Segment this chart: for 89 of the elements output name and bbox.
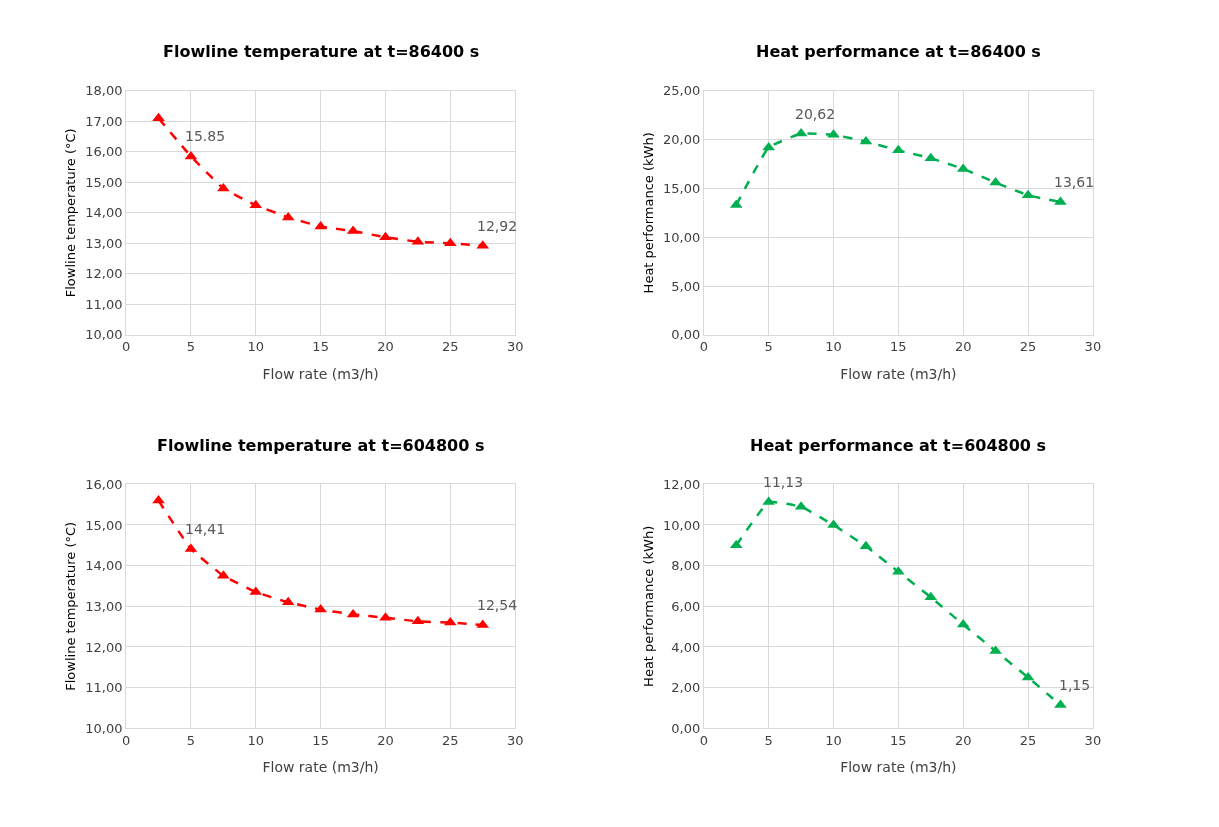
x-tick-label: 0	[699, 339, 708, 355]
x-tick-label: 0	[121, 732, 131, 748]
y-tick-label: 25,00	[663, 83, 701, 99]
x-tick-label: 15	[890, 732, 907, 748]
annotation: 20,62	[795, 106, 836, 122]
point	[762, 141, 776, 151]
x-tick-label: 5	[186, 339, 196, 355]
y-tick-label: 10,00	[663, 229, 701, 245]
y-tick-label: 15,00	[85, 517, 123, 533]
chart-title: Heat performance at t=86400 s	[756, 42, 1041, 61]
y-tick-label: 4,00	[671, 639, 701, 655]
y-tick-label: 6,00	[671, 598, 701, 614]
y-tick-label: 16,00	[85, 476, 123, 492]
y-tick-label: 0,00	[671, 327, 701, 343]
x-tick-label: 20	[954, 339, 972, 355]
x-tick-label: 10	[825, 339, 842, 355]
y-tick-label: 12,00	[85, 266, 123, 282]
y-tick-label: 14,00	[85, 558, 123, 574]
y-tick-label: 10,00	[85, 327, 123, 343]
y-tick-label: 0,00	[671, 720, 701, 736]
y-axis-title: Flowline temperature (°C)	[63, 521, 79, 691]
x-tick-label: 10	[247, 339, 265, 355]
x-tick-label: 20	[954, 732, 972, 748]
x-tick-label: 30	[1084, 339, 1102, 355]
point	[152, 112, 165, 122]
x-axis-title: Flow rate (m3/h)	[262, 759, 379, 776]
x-tick-label: 5	[764, 732, 773, 748]
y-tick-label: 2,00	[671, 680, 701, 696]
point	[184, 150, 198, 160]
y-tick-label: 12,00	[663, 476, 701, 492]
point	[411, 615, 425, 625]
x-tick-label: 15	[312, 732, 329, 748]
annotation: 12,92	[477, 218, 518, 234]
y-tick-label: 17,00	[85, 113, 123, 129]
x-tick-label: 15	[312, 339, 329, 355]
x-tick-label: 30	[506, 339, 524, 355]
y-tick-label: 10,00	[663, 517, 701, 533]
x-tick-label: 20	[377, 339, 394, 355]
chart-title: Flowline temperature at t=604800 s	[157, 436, 485, 455]
chart-title: Heat performance at t=604800 s	[750, 436, 1047, 455]
y-axis-title: Heat performance (kWh)	[640, 132, 656, 294]
annotation: 12,54	[477, 597, 518, 613]
x-tick-label: 20	[377, 732, 394, 748]
y-tick-label: 18,00	[85, 83, 123, 99]
x-tick-label: 10	[247, 732, 265, 748]
point	[859, 540, 873, 550]
chart-title: Flowline temperature at t=86400 s	[163, 42, 480, 61]
x-tick-label: 10	[825, 732, 842, 748]
point	[281, 211, 295, 221]
x-tick-label: 5	[764, 339, 773, 355]
y-axis-title: Flowline temperature (°C)	[63, 128, 79, 298]
annotation: 14,41	[185, 521, 226, 537]
point	[729, 539, 743, 549]
y-tick-label: 8,00	[671, 558, 701, 574]
x-tick-label: 5	[186, 732, 196, 748]
point	[892, 144, 905, 154]
point	[443, 237, 457, 247]
annotation: 15.85	[185, 128, 226, 144]
y-tick-label: 5,00	[671, 278, 701, 294]
x-tick-label: 25	[442, 339, 459, 355]
y-tick-label: 15,00	[85, 174, 123, 190]
x-axis-title: Flow rate (m3/h)	[840, 365, 957, 382]
y-tick-label: 13,00	[85, 235, 123, 251]
y-axis-title: Heat performance (kWh)	[640, 525, 656, 687]
y-tick-label: 13,00	[85, 598, 123, 614]
annotation: 13,61	[1054, 174, 1095, 190]
x-tick-label: 15	[890, 339, 907, 355]
y-tick-label: 15,00	[663, 180, 701, 196]
y-tick-label: 12,00	[85, 639, 123, 655]
y-tick-label: 10,00	[85, 720, 123, 736]
x-axis-title: Flow rate (m3/h)	[262, 365, 379, 382]
x-tick-label: 25	[442, 732, 459, 748]
x-tick-label: 0	[699, 732, 708, 748]
annotation: 11,13	[763, 474, 804, 490]
x-tick-label: 25	[1019, 339, 1037, 355]
x-tick-label: 25	[1019, 732, 1037, 748]
y-tick-label: 11,00	[85, 296, 123, 312]
y-tick-label: 16,00	[85, 144, 123, 160]
y-tick-label: 20,00	[663, 132, 701, 148]
x-tick-label: 30	[1084, 732, 1102, 748]
annotation: 1,15	[1059, 677, 1091, 693]
point	[217, 182, 230, 192]
x-axis-title: Flow rate (m3/h)	[840, 759, 957, 776]
x-tick-label: 0	[121, 339, 131, 355]
y-tick-label: 11,00	[85, 680, 123, 696]
point	[346, 608, 360, 618]
x-tick-label: 30	[506, 732, 524, 748]
y-tick-label: 14,00	[85, 205, 123, 221]
point	[1021, 671, 1035, 681]
